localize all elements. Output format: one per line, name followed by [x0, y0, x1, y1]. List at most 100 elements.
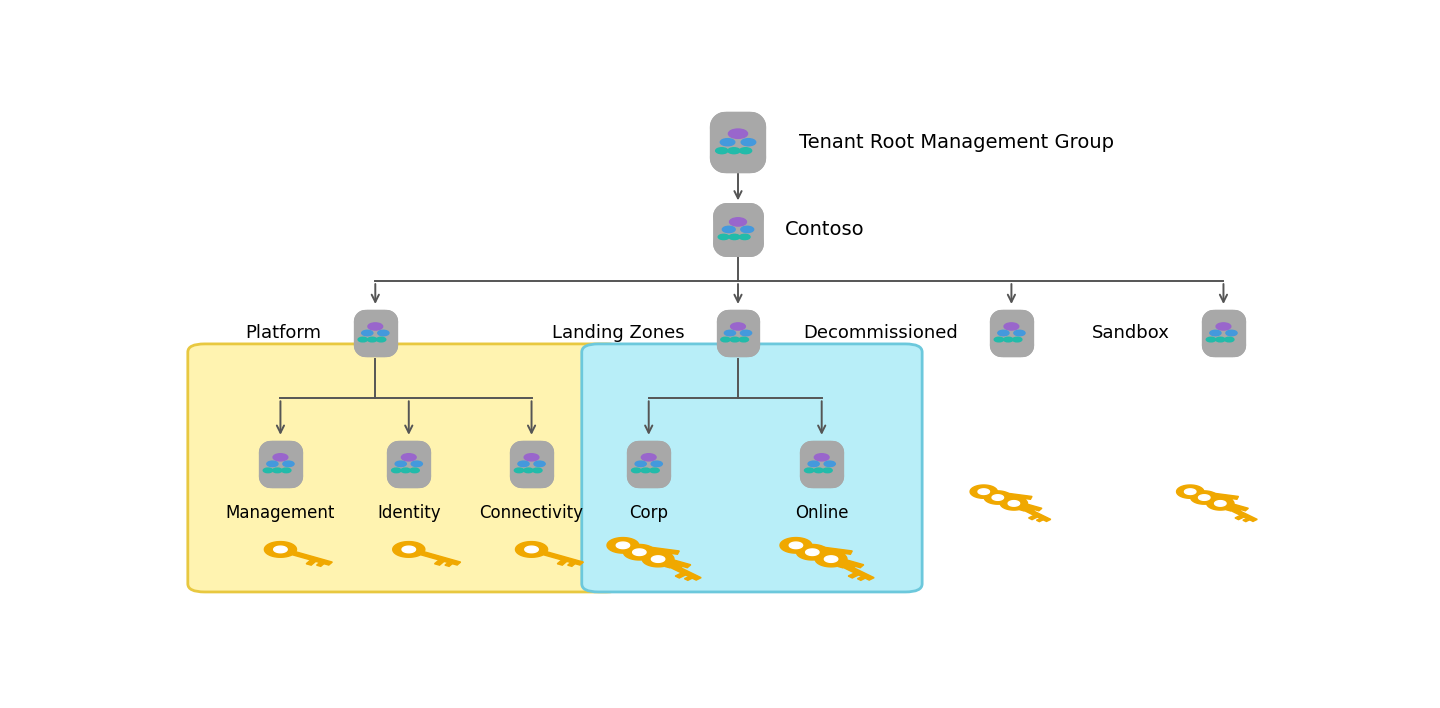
Polygon shape: [824, 556, 838, 562]
Circle shape: [822, 468, 832, 473]
Polygon shape: [1021, 498, 1025, 501]
Circle shape: [815, 454, 829, 461]
Polygon shape: [1236, 508, 1241, 512]
Polygon shape: [1176, 485, 1204, 498]
Polygon shape: [1198, 495, 1210, 501]
Polygon shape: [516, 542, 547, 557]
Text: Landing Zones: Landing Zones: [552, 324, 684, 342]
Polygon shape: [274, 546, 287, 553]
Circle shape: [272, 468, 282, 473]
Circle shape: [361, 330, 373, 336]
Polygon shape: [402, 546, 416, 553]
Circle shape: [412, 461, 422, 467]
Polygon shape: [796, 544, 828, 560]
Polygon shape: [1207, 497, 1234, 510]
Circle shape: [1004, 323, 1018, 330]
Circle shape: [740, 148, 752, 154]
Polygon shape: [780, 537, 812, 553]
Circle shape: [739, 337, 749, 342]
Circle shape: [1004, 337, 1012, 342]
Polygon shape: [811, 546, 852, 554]
Text: Sandbox: Sandbox: [1092, 324, 1169, 342]
Polygon shape: [665, 563, 674, 568]
Circle shape: [719, 234, 729, 239]
Circle shape: [740, 227, 753, 232]
Polygon shape: [848, 565, 855, 569]
Circle shape: [533, 468, 541, 473]
Polygon shape: [317, 563, 324, 566]
Circle shape: [274, 454, 288, 461]
Circle shape: [994, 337, 1004, 342]
Circle shape: [651, 461, 662, 467]
Polygon shape: [1008, 500, 1043, 510]
Circle shape: [395, 461, 406, 467]
Polygon shape: [1185, 489, 1197, 494]
Circle shape: [400, 468, 410, 473]
Polygon shape: [1214, 500, 1248, 510]
Circle shape: [1014, 330, 1025, 336]
Polygon shape: [1020, 506, 1028, 511]
Circle shape: [534, 461, 546, 467]
Text: Corp: Corp: [629, 503, 668, 522]
Polygon shape: [616, 542, 629, 549]
Polygon shape: [1214, 501, 1225, 506]
Circle shape: [518, 461, 528, 467]
Circle shape: [730, 337, 740, 342]
Circle shape: [359, 337, 367, 342]
Circle shape: [524, 454, 539, 461]
Polygon shape: [1008, 501, 1020, 506]
Polygon shape: [435, 560, 444, 565]
Circle shape: [721, 337, 730, 342]
Circle shape: [729, 234, 740, 239]
Text: Connectivity: Connectivity: [480, 503, 583, 522]
Polygon shape: [828, 552, 837, 556]
Text: Platform: Platform: [246, 324, 321, 342]
Text: Identity: Identity: [377, 503, 441, 522]
Circle shape: [716, 148, 727, 154]
Polygon shape: [524, 546, 539, 553]
Polygon shape: [1225, 506, 1234, 511]
Polygon shape: [1202, 492, 1238, 499]
FancyBboxPatch shape: [582, 344, 922, 592]
Polygon shape: [1236, 515, 1244, 520]
Polygon shape: [992, 495, 1004, 501]
Polygon shape: [789, 542, 802, 549]
Circle shape: [367, 337, 377, 342]
Circle shape: [720, 139, 734, 146]
Polygon shape: [445, 563, 452, 566]
Circle shape: [814, 468, 824, 473]
FancyBboxPatch shape: [187, 344, 624, 592]
Circle shape: [524, 468, 533, 473]
Polygon shape: [420, 552, 461, 565]
Circle shape: [730, 323, 746, 330]
Polygon shape: [567, 563, 575, 566]
Polygon shape: [667, 564, 701, 580]
Text: Tenant Root Management Group: Tenant Root Management Group: [799, 132, 1115, 152]
Polygon shape: [307, 560, 315, 565]
Polygon shape: [984, 491, 1011, 504]
Circle shape: [808, 461, 819, 467]
Polygon shape: [1228, 507, 1257, 522]
Polygon shape: [557, 560, 567, 565]
Polygon shape: [848, 573, 858, 578]
Polygon shape: [978, 489, 989, 494]
Polygon shape: [971, 485, 998, 498]
Polygon shape: [675, 573, 685, 578]
Polygon shape: [292, 552, 333, 565]
Polygon shape: [1001, 497, 1028, 510]
Polygon shape: [1028, 508, 1035, 512]
Circle shape: [739, 234, 750, 239]
Polygon shape: [655, 552, 662, 556]
Circle shape: [649, 468, 660, 473]
Circle shape: [998, 330, 1009, 336]
Circle shape: [282, 461, 294, 467]
Polygon shape: [608, 537, 639, 553]
Text: Contoso: Contoso: [785, 220, 864, 239]
Polygon shape: [651, 554, 691, 568]
Text: Online: Online: [795, 503, 848, 522]
Text: Management: Management: [226, 503, 336, 522]
Circle shape: [369, 323, 383, 330]
Circle shape: [1215, 337, 1225, 342]
Polygon shape: [1011, 497, 1018, 501]
Polygon shape: [805, 549, 819, 556]
